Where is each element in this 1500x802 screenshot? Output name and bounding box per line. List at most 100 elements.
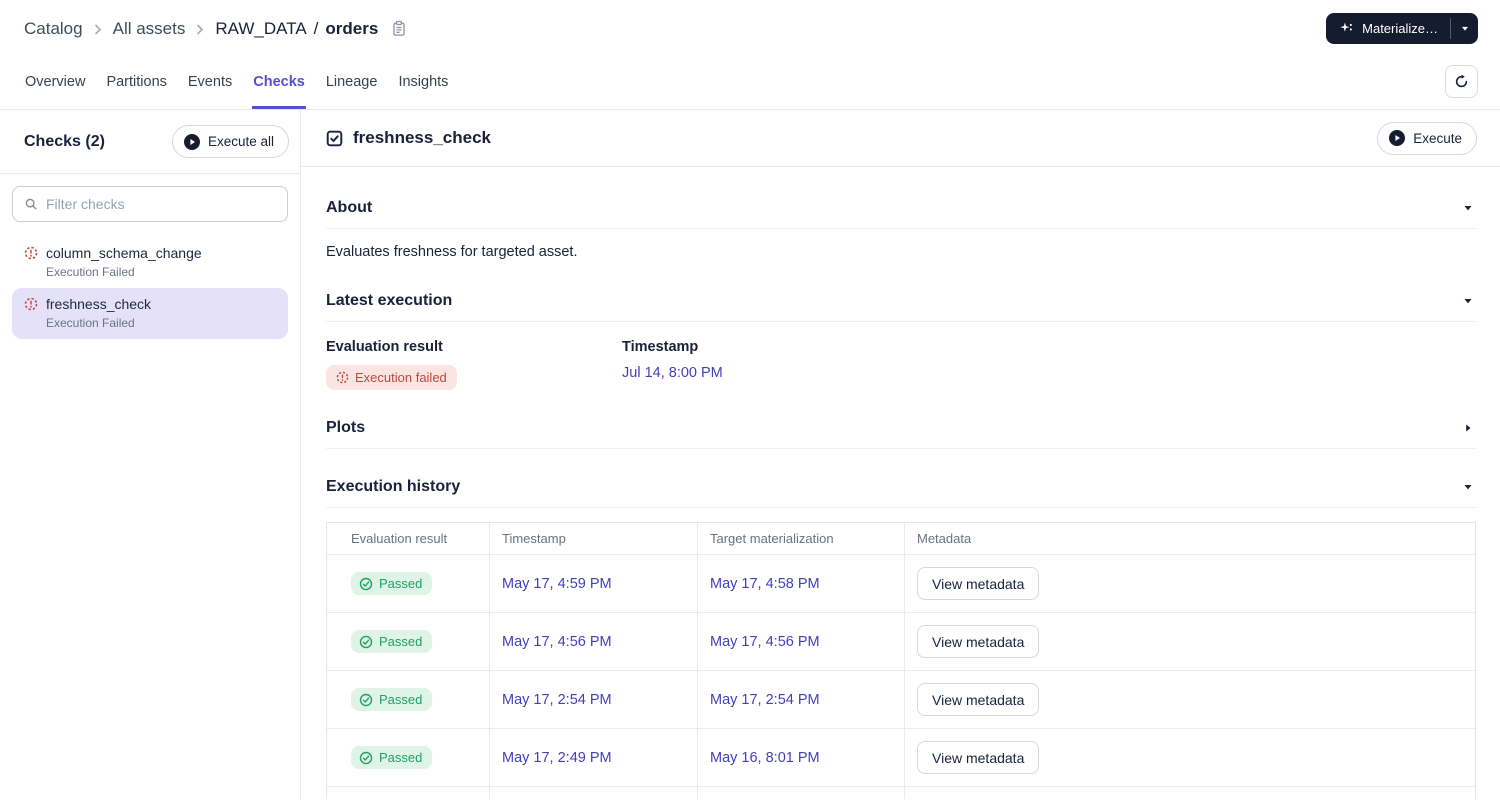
evaluation-result-field: Evaluation result Execution failed [326, 339, 622, 390]
passed-badge: Passed [351, 746, 433, 769]
checks-sidebar-header: Checks (2) Execute all [0, 110, 300, 174]
timestamp-label: Timestamp [622, 339, 699, 355]
copy-asset-name-icon[interactable] [391, 20, 407, 37]
check-detail-content: About Evaluates freshness for targeted a… [301, 167, 1500, 799]
filter-checks-field [12, 186, 288, 222]
execution-failed-badge: Execution failed [326, 365, 457, 390]
asset-tab-bar: Overview Partitions Events Checks Lineag… [0, 54, 1500, 110]
caret-right-icon[interactable] [1463, 423, 1473, 433]
breadcrumb-path-separator: / [313, 18, 319, 38]
execute-button[interactable]: Execute [1377, 121, 1477, 155]
breadcrumb: Catalog All assets RAW_DATA / orders [24, 19, 407, 39]
caret-down-icon[interactable] [1463, 482, 1473, 492]
section-plots-header[interactable]: Plots [326, 419, 1476, 449]
column-header-timestamp: Timestamp [490, 523, 698, 554]
column-header-evaluation-result: Evaluation result [327, 523, 490, 554]
passed-badge-label: Passed [379, 692, 423, 707]
check-detail-panel: freshness_check Execute About Evaluates … [301, 110, 1500, 799]
check-name: freshness_check [46, 296, 152, 312]
section-about-title: About [326, 199, 373, 216]
execution-failed-icon [336, 371, 349, 384]
materialize-split-button: Materialize… [1326, 13, 1478, 44]
breadcrumb-asset-group[interactable]: RAW_DATA [215, 18, 307, 38]
tab-partitions[interactable]: Partitions [105, 54, 167, 109]
execute-label: Execute [1413, 130, 1462, 146]
table-row: Passed May 17, 4:56 PM May 17, 4:56 PM V… [327, 612, 1475, 670]
refresh-button[interactable] [1445, 65, 1478, 98]
view-metadata-button[interactable]: View metadata [917, 567, 1040, 600]
target-materialization-link[interactable]: May 17, 4:58 PM [710, 575, 820, 592]
passed-badge: Passed [351, 572, 433, 595]
section-latest-execution-header[interactable]: Latest execution [326, 292, 1476, 322]
evaluation-result-label: Evaluation result [326, 339, 443, 355]
section-latest-execution-title: Latest execution [326, 292, 453, 309]
passed-badge-label: Passed [379, 576, 423, 591]
checks-count-title: Checks (2) [24, 132, 105, 150]
table-row-partial [327, 786, 1475, 799]
passed-badge: Passed [351, 688, 433, 711]
play-circle-icon [1389, 130, 1406, 146]
tab-lineage[interactable]: Lineage [325, 54, 379, 109]
check-circle-icon [359, 693, 373, 707]
filter-checks-input[interactable] [46, 196, 276, 212]
timestamp-field: Timestamp Jul 14, 8:00 PM [622, 339, 918, 390]
caret-down-icon[interactable] [1463, 296, 1473, 306]
checks-list: column_schema_change Execution Failed fr… [0, 234, 300, 342]
timestamp-link[interactable]: May 17, 4:56 PM [502, 633, 612, 650]
refresh-icon [1454, 74, 1469, 89]
tab-insights[interactable]: Insights [397, 54, 449, 109]
checks-page-body: Checks (2) Execute all column_schema [0, 110, 1500, 799]
execute-all-button[interactable]: Execute all [171, 125, 289, 158]
table-row: Passed May 17, 4:59 PM May 17, 4:58 PM V… [327, 554, 1475, 612]
latest-execution-fields: Evaluation result Execution failed Times… [326, 339, 1476, 390]
check-title-group: freshness_check [326, 128, 491, 148]
target-materialization-link[interactable]: May 17, 2:54 PM [710, 691, 820, 708]
caret-down-icon[interactable] [1463, 203, 1473, 213]
materialize-button[interactable]: Materialize… [1326, 13, 1450, 44]
passed-badge-label: Passed [379, 750, 423, 765]
about-description: Evaluates freshness for targeted asset. [326, 244, 578, 260]
check-detail-header: freshness_check Execute [301, 110, 1500, 167]
execution-failed-icon [24, 297, 38, 311]
top-bar: Catalog All assets RAW_DATA / orders Mat… [0, 0, 1500, 54]
timestamp-link[interactable]: May 17, 2:49 PM [502, 749, 612, 766]
target-materialization-link[interactable]: May 16, 8:01 PM [710, 749, 820, 766]
check-circle-icon [359, 635, 373, 649]
breadcrumb-catalog[interactable]: Catalog [24, 18, 83, 38]
table-row: Passed May 17, 2:49 PM May 16, 8:01 PM V… [327, 728, 1475, 786]
timestamp-link[interactable]: May 17, 4:59 PM [502, 575, 612, 592]
check-detail-title: freshness_check [353, 128, 491, 147]
execution-failed-icon [24, 246, 38, 260]
check-name: column_schema_change [46, 245, 202, 261]
check-square-icon [326, 130, 343, 147]
sparkle-icon [1339, 21, 1354, 36]
tab-overview[interactable]: Overview [24, 54, 86, 109]
check-list-item-freshness-check[interactable]: freshness_check Execution Failed [12, 288, 288, 339]
table-header-row: Evaluation result Timestamp Target mater… [327, 523, 1475, 554]
view-metadata-button[interactable]: View metadata [917, 625, 1040, 658]
breadcrumb-asset-path: RAW_DATA / orders [215, 19, 378, 39]
view-metadata-button[interactable]: View metadata [917, 683, 1040, 716]
target-materialization-link[interactable]: May 17, 4:56 PM [710, 633, 820, 650]
check-list-item-column-schema-change[interactable]: column_schema_change Execution Failed [12, 237, 288, 288]
passed-badge-label: Passed [379, 634, 423, 649]
chevron-right-icon [94, 23, 102, 36]
execution-failed-badge-label: Execution failed [355, 370, 447, 385]
section-execution-history-title: Execution history [326, 478, 461, 495]
check-circle-icon [359, 751, 373, 765]
view-metadata-button[interactable]: View metadata [917, 741, 1040, 774]
tab-checks[interactable]: Checks [252, 54, 306, 109]
latest-timestamp-link[interactable]: Jul 14, 8:00 PM [622, 365, 723, 381]
materialize-dropdown-button[interactable] [1451, 13, 1478, 44]
section-execution-history-header[interactable]: Execution history [326, 478, 1476, 508]
materialize-button-label: Materialize… [1362, 21, 1438, 36]
caret-down-icon [1460, 24, 1470, 33]
breadcrumb-all-assets[interactable]: All assets [112, 18, 186, 38]
section-about-header[interactable]: About [326, 199, 1476, 229]
tab-events[interactable]: Events [187, 54, 233, 109]
check-status: Execution Failed [46, 265, 135, 279]
timestamp-link[interactable]: May 17, 2:54 PM [502, 691, 612, 708]
split-button-divider [1450, 18, 1451, 39]
search-icon [24, 197, 38, 211]
check-circle-icon [359, 577, 373, 591]
